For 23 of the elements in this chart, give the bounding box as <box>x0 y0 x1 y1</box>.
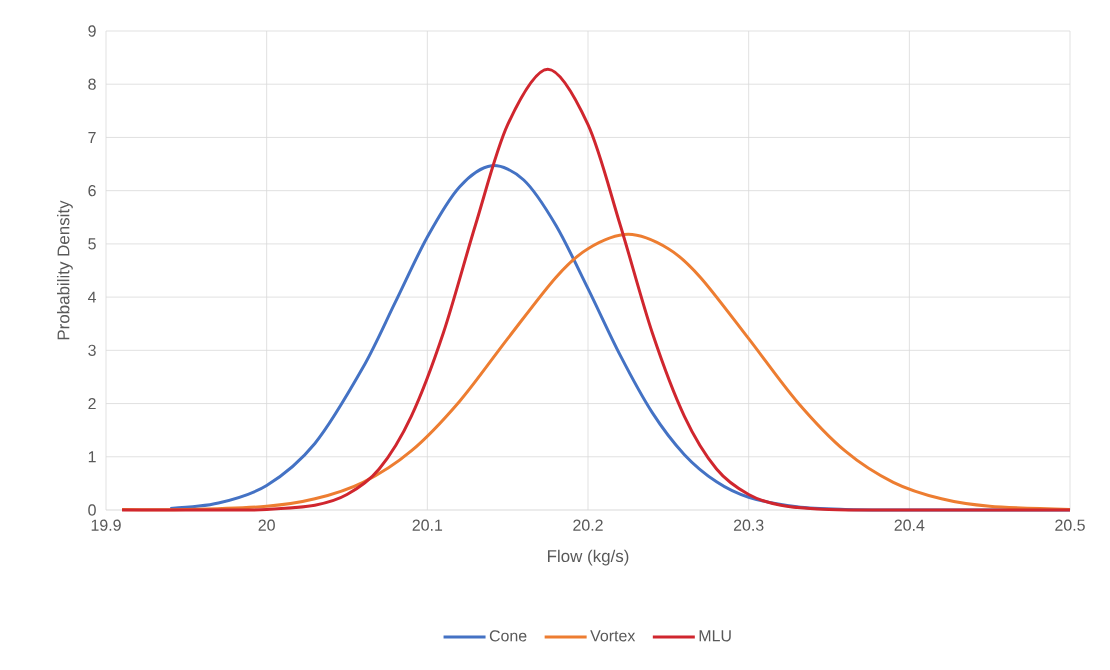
x-tick-label: 20.3 <box>733 519 764 531</box>
legend-label: Vortex <box>590 630 636 642</box>
y-tick-label: 7 <box>88 131 96 143</box>
y-tick-label: 9 <box>88 25 96 37</box>
line-series <box>120 67 1072 512</box>
x-tick-label: 20 <box>258 519 275 531</box>
legend-label: MLU <box>699 630 731 642</box>
y-tick-label: 2 <box>88 398 96 410</box>
y-tick-label: 5 <box>88 238 96 250</box>
y-tick-label: 4 <box>87 291 97 303</box>
x-tick-label: 20.4 <box>894 519 925 531</box>
y-tick-label: 1 <box>88 451 96 463</box>
y-tick-label: 8 <box>88 78 96 90</box>
x-tick-label: 20.1 <box>412 519 443 531</box>
x-tick-label: 20.5 <box>1055 519 1085 531</box>
y-tick-label: 0 <box>88 504 96 516</box>
y-axis-title: Probability Density <box>57 200 73 340</box>
y-tick-label: 3 <box>88 344 96 356</box>
legend-label: Cone <box>489 630 527 642</box>
x-tick-label: 19.9 <box>91 519 121 531</box>
x-axis-title: Flow (kg/s) <box>547 549 629 566</box>
x-tick-label: 20.2 <box>573 519 603 531</box>
y-tick-label: 6 <box>88 185 96 197</box>
